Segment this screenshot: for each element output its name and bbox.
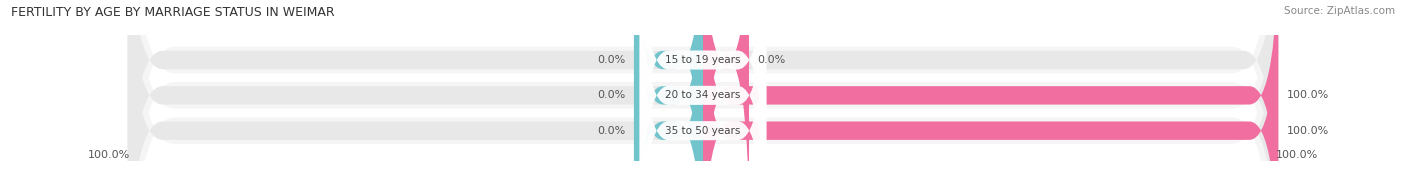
FancyBboxPatch shape [703,0,1278,196]
FancyBboxPatch shape [703,0,749,196]
FancyBboxPatch shape [128,0,1278,196]
FancyBboxPatch shape [128,0,1278,196]
Text: 100.0%: 100.0% [87,150,129,160]
Text: 0.0%: 0.0% [598,55,626,65]
FancyBboxPatch shape [634,0,703,196]
FancyBboxPatch shape [640,0,766,196]
Text: 20 to 34 years: 20 to 34 years [665,90,741,100]
Text: Source: ZipAtlas.com: Source: ZipAtlas.com [1284,6,1395,16]
FancyBboxPatch shape [128,0,1278,196]
FancyBboxPatch shape [634,0,703,196]
Text: 0.0%: 0.0% [598,126,626,136]
Text: 100.0%: 100.0% [1286,126,1329,136]
FancyBboxPatch shape [640,0,766,196]
Text: 0.0%: 0.0% [758,55,786,65]
Text: 15 to 19 years: 15 to 19 years [665,55,741,65]
FancyBboxPatch shape [634,0,703,196]
Text: 35 to 50 years: 35 to 50 years [665,126,741,136]
FancyBboxPatch shape [128,0,1278,196]
FancyBboxPatch shape [128,0,1278,196]
FancyBboxPatch shape [640,0,766,196]
Text: 100.0%: 100.0% [1277,150,1319,160]
Text: 0.0%: 0.0% [598,90,626,100]
Text: FERTILITY BY AGE BY MARRIAGE STATUS IN WEIMAR: FERTILITY BY AGE BY MARRIAGE STATUS IN W… [11,6,335,19]
Text: 100.0%: 100.0% [1286,90,1329,100]
FancyBboxPatch shape [703,0,1278,196]
FancyBboxPatch shape [128,0,1278,196]
